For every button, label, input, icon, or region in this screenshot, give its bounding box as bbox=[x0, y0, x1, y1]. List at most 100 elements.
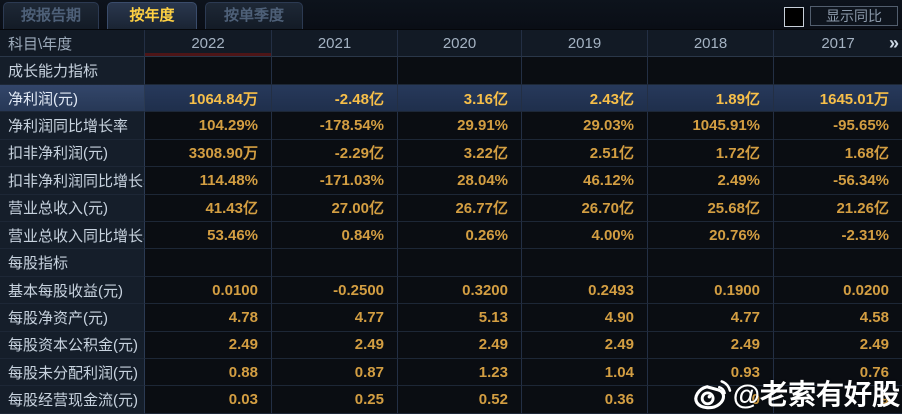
value-cell: 1045.91% bbox=[648, 112, 774, 140]
value-cell: 0.76 bbox=[774, 359, 902, 387]
value-cell: 2.49 bbox=[648, 331, 774, 360]
tab-by-quarter[interactable]: 按单季度 bbox=[205, 2, 303, 29]
value-cell: 1.72亿 bbox=[648, 139, 774, 168]
value-cell: -178.54% bbox=[272, 112, 398, 140]
table-row[interactable]: 营业总收入同比增长率 53.46% 0.84% 0.26% 4.00% 20.76% -2.… bbox=[0, 221, 902, 250]
show-yoy-checkbox[interactable] bbox=[784, 7, 804, 27]
value-cell: 25.68亿 bbox=[648, 194, 774, 222]
column-header-2017-label: 2017 bbox=[821, 34, 855, 52]
value-cell bbox=[272, 57, 398, 85]
table-row[interactable]: 每股资本公积金(元) 2.49 2.49 2.49 2.49 2.49 2.49 bbox=[0, 331, 902, 360]
table-row[interactable]: 扣非净利润同比增长率 114.48% -171.03% 28.04% 46.12% 2.4… bbox=[0, 167, 902, 195]
financial-table: 科目\年度 2022 2021 2020 2019 2018 2017 » 成长… bbox=[0, 30, 902, 414]
value-cell: 5.13 bbox=[398, 304, 522, 332]
table-row[interactable]: 净利润(元) 1064.84万 -2.48亿 3.16亿 2.43亿 1.89亿 1645.… bbox=[0, 84, 902, 113]
value-cell: 0.52 bbox=[398, 386, 522, 414]
value-cell: 0.84% bbox=[272, 221, 398, 250]
value-cell: 2.51亿 bbox=[522, 139, 648, 168]
value-cell: 3.22亿 bbox=[398, 139, 522, 168]
value-cell: 1645.01万 bbox=[774, 84, 902, 113]
table-row[interactable]: 每股未分配利润(元) 0.88 0.87 1.23 1.04 0.93 0.76 bbox=[0, 359, 902, 387]
value-cell: 114.48% bbox=[145, 167, 272, 195]
value-cell: 27.00亿 bbox=[272, 194, 398, 222]
value-cell: 4.90 bbox=[522, 304, 648, 332]
row-label: 营业总收入同比增长率 bbox=[0, 221, 145, 250]
value-cell: 26.77亿 bbox=[398, 194, 522, 222]
table-row[interactable]: 营业总收入(元) 41.43亿 27.00亿 26.77亿 26.70亿 25.68亿 21… bbox=[0, 194, 902, 222]
value-cell: -95.65% bbox=[774, 112, 902, 140]
value-cell: -56.34% bbox=[774, 167, 902, 195]
value-cell bbox=[145, 249, 272, 277]
value-cell: 0.25 bbox=[272, 386, 398, 414]
value-cell: 2.49 bbox=[145, 331, 272, 360]
value-cell: 0.1900 bbox=[648, 276, 774, 305]
table-header-row: 科目\年度 2022 2021 2020 2019 2018 2017 » bbox=[0, 30, 902, 58]
value-cell: 20.76% bbox=[648, 221, 774, 250]
column-header-2020[interactable]: 2020 bbox=[398, 30, 522, 58]
row-label: 扣非净利润同比增长率 bbox=[0, 167, 145, 195]
column-header-2018[interactable]: 2018 bbox=[648, 30, 774, 58]
value-cell: 2.49 bbox=[272, 331, 398, 360]
row-label: 基本每股收益(元) bbox=[0, 276, 145, 305]
value-cell bbox=[774, 57, 902, 85]
table-row[interactable]: 净利润同比增长率 104.29% -178.54% 29.91% 29.03% 1045.… bbox=[0, 112, 902, 140]
value-cell: -171.03% bbox=[272, 167, 398, 195]
row-label: 每股指标 bbox=[0, 249, 145, 277]
value-cell: 4.77 bbox=[648, 304, 774, 332]
row-label: 每股净资产(元) bbox=[0, 304, 145, 332]
value-cell: 2.49% bbox=[648, 167, 774, 195]
value-cell: 4.78 bbox=[145, 304, 272, 332]
value-cell: 3308.90万 bbox=[145, 139, 272, 168]
row-label: 每股未分配利润(元) bbox=[0, 359, 145, 387]
section-header-row: 成长能力指标 bbox=[0, 57, 902, 85]
value-cell: 41.43亿 bbox=[145, 194, 272, 222]
value-cell: 4.00% bbox=[522, 221, 648, 250]
value-cell: 1.68亿 bbox=[774, 139, 902, 168]
value-cell: 0.88 bbox=[145, 359, 272, 387]
row-label: 营业总收入(元) bbox=[0, 194, 145, 222]
tab-by-report-period[interactable]: 按报告期 bbox=[3, 2, 99, 29]
value-cell: 1.23 bbox=[398, 359, 522, 387]
more-years-icon[interactable]: » bbox=[888, 32, 899, 53]
section-header-row: 每股指标 bbox=[0, 249, 902, 277]
value-cell: 0.2493 bbox=[522, 276, 648, 305]
row-label: 成长能力指标 bbox=[0, 57, 145, 85]
value-cell: 0.3200 bbox=[398, 276, 522, 305]
value-cell: 3.16亿 bbox=[398, 84, 522, 113]
value-cell: 0.36 bbox=[522, 386, 648, 414]
value-cell bbox=[272, 249, 398, 277]
value-cell: 2.49 bbox=[398, 331, 522, 360]
value-cell: -2.48亿 bbox=[272, 84, 398, 113]
value-cell bbox=[774, 249, 902, 277]
table-row[interactable]: 基本每股收益(元) 0.0100 -0.2500 0.3200 0.2493 0.1900… bbox=[0, 276, 902, 305]
value-cell: 53.46% bbox=[145, 221, 272, 250]
table-row[interactable]: 每股净资产(元) 4.78 4.77 5.13 4.90 4.77 4.58 bbox=[0, 304, 902, 332]
column-header-2021[interactable]: 2021 bbox=[272, 30, 398, 58]
row-label: 每股经营现金流(元) bbox=[0, 386, 145, 414]
value-cell: -2.31% bbox=[774, 221, 902, 250]
value-cell: 1.04 bbox=[522, 359, 648, 387]
table-row[interactable]: 扣非净利润(元) 3308.90万 -2.29亿 3.22亿 2.51亿 1.72亿 1.6… bbox=[0, 139, 902, 168]
value-cell bbox=[398, 57, 522, 85]
value-cell: 4.77 bbox=[272, 304, 398, 332]
table-row[interactable]: 每股经营现金流(元) 0.03 0.25 0.52 0.36 0 9 bbox=[0, 386, 902, 414]
column-header-2017[interactable]: 2017 » bbox=[774, 30, 902, 58]
value-cell bbox=[145, 57, 272, 85]
value-cell: 2.49 bbox=[522, 331, 648, 360]
value-cell: 104.29% bbox=[145, 112, 272, 140]
value-cell: 1064.84万 bbox=[145, 84, 272, 113]
value-cell: 0.26% bbox=[398, 221, 522, 250]
value-cell: 9 bbox=[774, 386, 902, 414]
show-yoy-label[interactable]: 显示同比 bbox=[810, 6, 898, 26]
value-cell bbox=[522, 57, 648, 85]
value-cell: 0.03 bbox=[145, 386, 272, 414]
column-header-2022[interactable]: 2022 bbox=[145, 30, 272, 58]
value-cell bbox=[398, 249, 522, 277]
value-cell: 0 bbox=[648, 386, 774, 414]
column-header-2019[interactable]: 2019 bbox=[522, 30, 648, 58]
value-cell: 4.58 bbox=[774, 304, 902, 332]
value-cell: 2.49 bbox=[774, 331, 902, 360]
value-cell: 21.26亿 bbox=[774, 194, 902, 222]
value-cell: -2.29亿 bbox=[272, 139, 398, 168]
tab-by-year[interactable]: 按年度 bbox=[107, 2, 197, 29]
